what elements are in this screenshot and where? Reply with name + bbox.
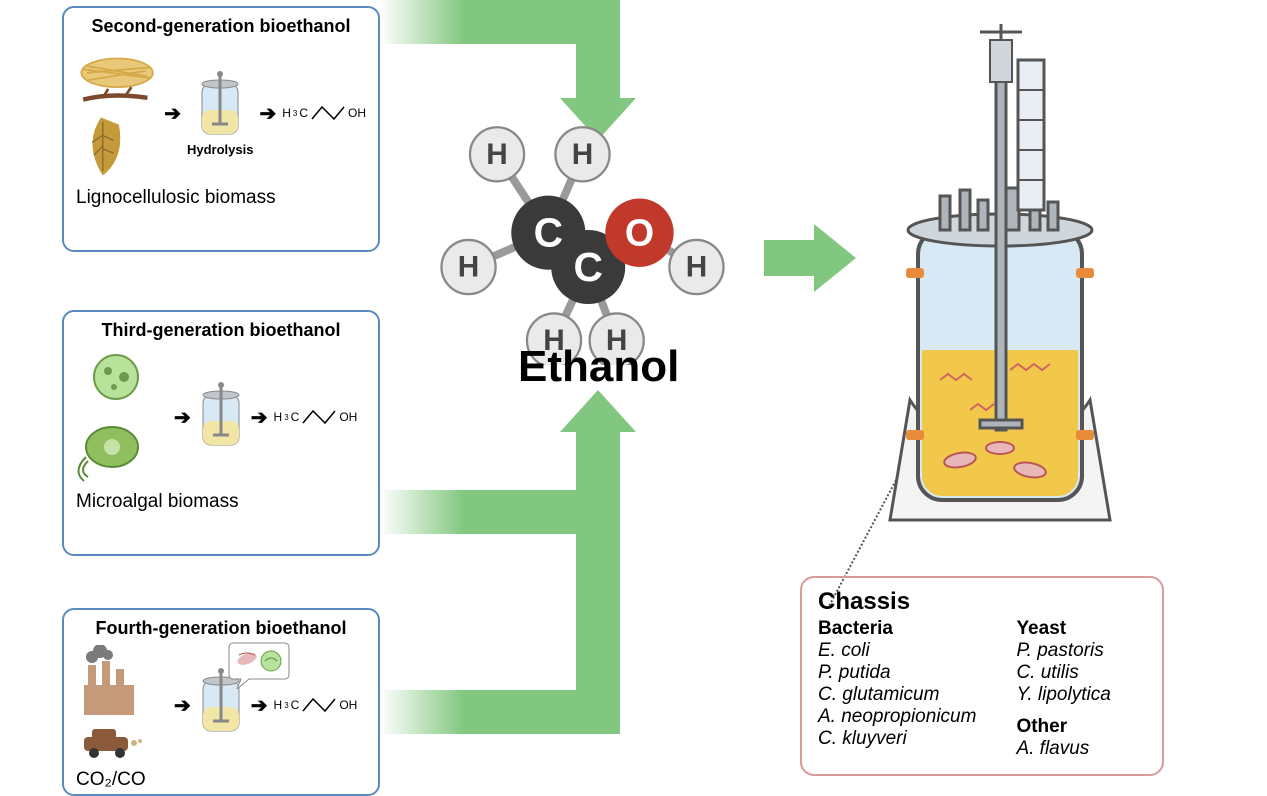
panel-footer: Microalgal biomass — [76, 491, 366, 513]
arrow-icon: ➔ — [174, 405, 191, 430]
arrow-icon: ➔ — [174, 693, 191, 718]
lignocellulose-icon — [76, 38, 158, 188]
mini-reactor-icon — [197, 381, 245, 453]
formula-sub: 3 — [293, 109, 297, 118]
chassis-item: A. neopropionicum — [818, 706, 976, 728]
formula-oh: OH — [348, 106, 366, 120]
chassis-box: Chassis Bacteria E. coli P. putida C. gl… — [800, 576, 1164, 776]
bond-icon — [301, 697, 337, 713]
arrow-icon: ➔ — [259, 101, 276, 126]
formula-c: C — [291, 698, 300, 712]
arrow-icon: ➔ — [164, 101, 181, 126]
panel-footer: CO₂/CO — [76, 769, 366, 791]
panel-title: Fourth-generation bioethanol — [76, 618, 366, 639]
panel-footer: Lignocellulosic biomass — [76, 187, 366, 209]
panel-title: Second-generation bioethanol — [76, 16, 366, 37]
svg-text:O: O — [625, 212, 654, 254]
chassis-col-title: Other — [1016, 716, 1110, 738]
svg-text:H: H — [458, 250, 480, 283]
arrow-icon: ➔ — [251, 693, 268, 718]
formula-sub: 3 — [284, 413, 288, 422]
svg-text:H: H — [486, 138, 508, 171]
bond-icon — [310, 105, 346, 121]
formula-h: H — [274, 698, 283, 712]
svg-text:C: C — [573, 244, 602, 290]
panel-body: ➔ ➔ H3C OH — [76, 645, 366, 765]
panel-body: ➔ Hydrolysis ➔ H3C OH — [76, 43, 366, 183]
formula-sub: 3 — [284, 701, 288, 710]
formula-oh: OH — [339, 410, 357, 424]
panel-body: ➔ ➔ H3C OH — [76, 347, 366, 487]
mini-formula: H3C OH — [274, 409, 358, 425]
chassis-item: C. kluyveri — [818, 728, 976, 750]
formula-h: H — [282, 106, 291, 120]
ethanol-molecule: CCOHHHHHH — [440, 120, 725, 365]
chassis-item: C. glutamicum — [818, 684, 976, 706]
formula-h: H — [274, 410, 283, 424]
chassis-item: P. putida — [818, 662, 976, 684]
chassis-col-bacteria: Bacteria E. coli P. putida C. glutamicum… — [818, 618, 976, 760]
chassis-item: Y. lipolytica — [1016, 684, 1110, 706]
co2-sources-icon — [76, 645, 168, 765]
mini-reactor-icon — [196, 70, 244, 142]
chassis-col-title: Yeast — [1016, 618, 1110, 640]
panel-2nd-gen: Second-generation bioethanol ➔ — [62, 6, 380, 252]
bond-icon — [301, 409, 337, 425]
chassis-item: A. flavus — [1016, 738, 1110, 760]
chassis-item: C. utilis — [1016, 662, 1110, 684]
mini-formula: H3C OH — [274, 697, 358, 713]
svg-text:H: H — [572, 138, 594, 171]
svg-text:H: H — [686, 250, 708, 283]
panel-4th-gen: Fourth-generation bioethanol ➔ — [62, 608, 380, 796]
chassis-title: Chassis — [818, 588, 1146, 616]
formula-c: C — [299, 106, 308, 120]
panel-title: Third-generation bioethanol — [76, 320, 366, 341]
formula-c: C — [291, 410, 300, 424]
process-label: Hydrolysis — [187, 142, 253, 157]
chassis-col-title: Bacteria — [818, 618, 976, 640]
formula-oh: OH — [339, 698, 357, 712]
microalgae-icon — [76, 347, 168, 487]
bioreactor-illustration — [870, 20, 1130, 550]
ethanol-label: Ethanol — [518, 342, 679, 392]
panel-3rd-gen: Third-generation bioethanol ➔ ➔ H3C OH M… — [62, 310, 380, 556]
chassis-item: E. coli — [818, 640, 976, 662]
mini-formula: H3C OH — [282, 105, 366, 121]
chassis-columns: Bacteria E. coli P. putida C. glutamicum… — [818, 618, 1146, 760]
engineered-cells-icon — [227, 639, 291, 689]
arrow-icon: ➔ — [251, 405, 268, 430]
chassis-col-yeast: Yeast P. pastoris C. utilis Y. lipolytic… — [1016, 618, 1110, 760]
chassis-item: P. pastoris — [1016, 640, 1110, 662]
